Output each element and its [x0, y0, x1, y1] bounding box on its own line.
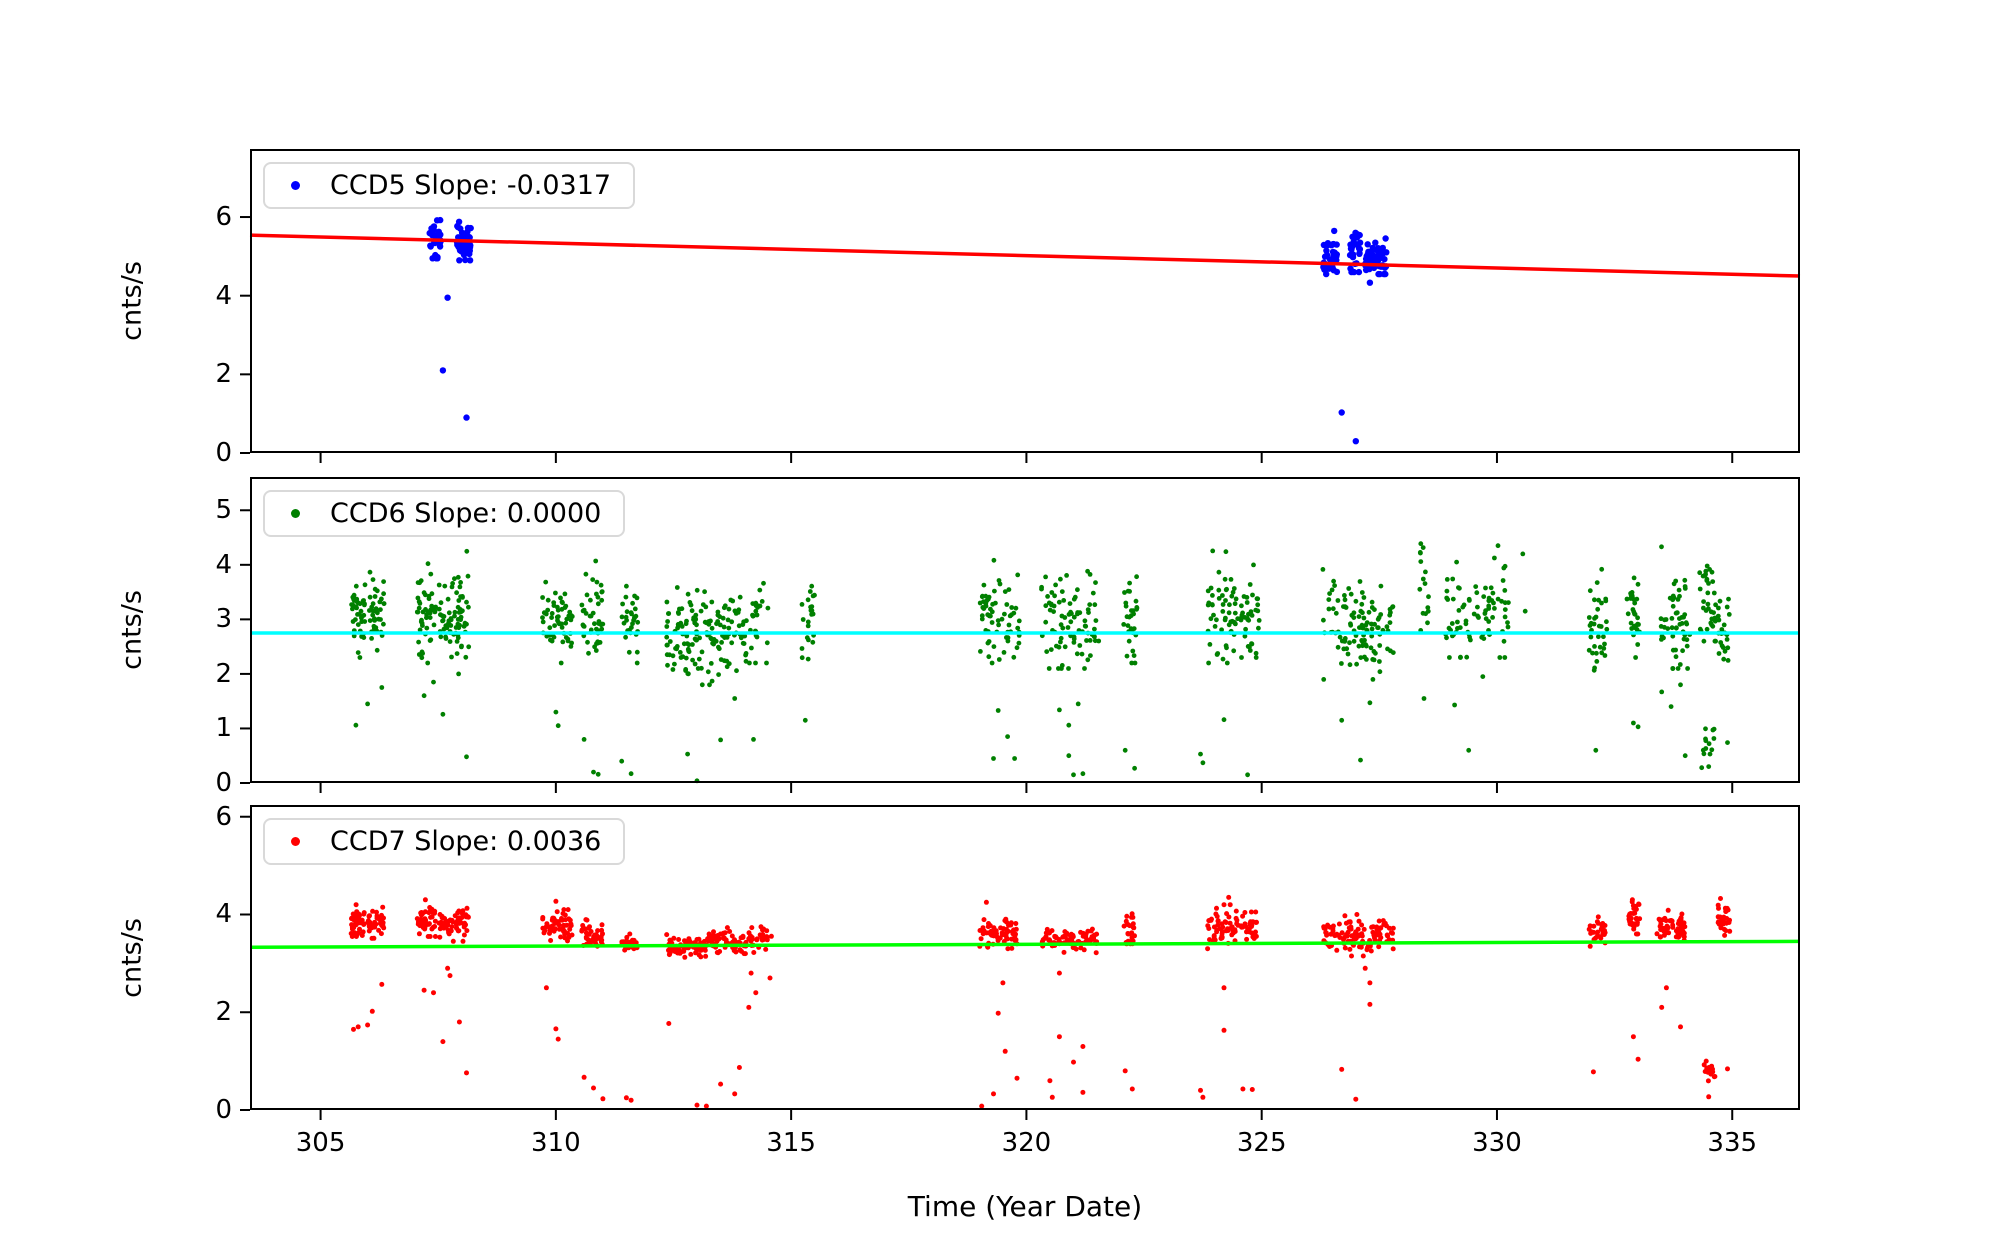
ccd7-legend-label: CCD7 Slope: 0.0036	[330, 826, 602, 857]
y-tick-label: 2	[215, 658, 232, 689]
ccd6-y-axis-label: cnts/s	[116, 590, 148, 670]
ccd5-y-axis-label: cnts/s	[116, 261, 148, 341]
y-tick-label: 3	[215, 604, 232, 635]
panel-ccd6: CCD6 Slope: 0.0000 cnts/s	[117, 477, 1800, 793]
ccd5-legend-marker-icon	[291, 181, 300, 190]
y-tick-label: 0	[215, 1095, 232, 1125]
ccd7-legend-marker-icon	[291, 837, 300, 846]
ccd5-legend: CCD5 Slope: -0.0317	[263, 162, 636, 209]
y-tick-label: 5	[215, 495, 232, 526]
ccd6-legend-marker-icon	[291, 509, 300, 518]
x-tick-label: 335	[1707, 1128, 1758, 1158]
x-axis-label: Time (Year Date)	[907, 1190, 1143, 1223]
y-tick-label: 0	[215, 768, 232, 798]
x-tick-label: 330	[1472, 1128, 1522, 1158]
x-tick-label: 320	[1001, 1128, 1052, 1158]
y-tick-label: 2	[215, 997, 232, 1028]
ccd5-legend-label: CCD5 Slope: -0.0317	[330, 170, 612, 201]
x-tick-label: 305	[295, 1128, 346, 1158]
y-tick-label: 1	[215, 713, 232, 744]
y-tick-label: 4	[215, 899, 232, 930]
panel-ccd5: CCD5 Slope: -0.0317 cnts/s	[117, 149, 1801, 463]
y-tick-label: 0	[215, 438, 232, 468]
ccd6-legend-label: CCD6 Slope: 0.0000	[330, 498, 602, 529]
y-tick-label: 6	[215, 801, 232, 832]
ccd6-plot-area	[240, 477, 1800, 793]
ccd5-plot-area	[240, 149, 1801, 463]
y-tick-label: 6	[215, 202, 232, 233]
ccd7-legend: CCD7 Slope: 0.0036	[263, 818, 626, 865]
ccd7-plot-area	[240, 805, 1801, 1120]
x-tick-label: 310	[531, 1128, 581, 1158]
ccd7-y-axis-label: cnts/s	[116, 917, 148, 998]
x-tick-label: 315	[766, 1128, 816, 1158]
y-tick-label: 4	[215, 549, 232, 580]
y-tick-label: 4	[215, 280, 232, 311]
y-tick-label: 2	[215, 359, 232, 390]
x-tick-label: 325	[1236, 1128, 1287, 1158]
ccd6-legend: CCD6 Slope: 0.0000	[263, 490, 626, 537]
panel-ccd7: CCD7 Slope: 0.0036 cnts/s	[117, 805, 1801, 1120]
